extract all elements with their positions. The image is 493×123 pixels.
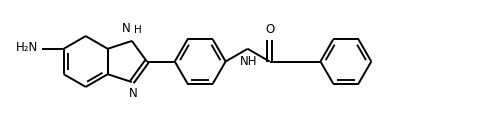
- Text: H₂N: H₂N: [16, 41, 38, 54]
- Text: O: O: [265, 23, 274, 36]
- Text: NH: NH: [240, 55, 257, 68]
- Text: N: N: [122, 22, 131, 35]
- Text: N: N: [129, 87, 137, 100]
- Text: H: H: [134, 25, 141, 35]
